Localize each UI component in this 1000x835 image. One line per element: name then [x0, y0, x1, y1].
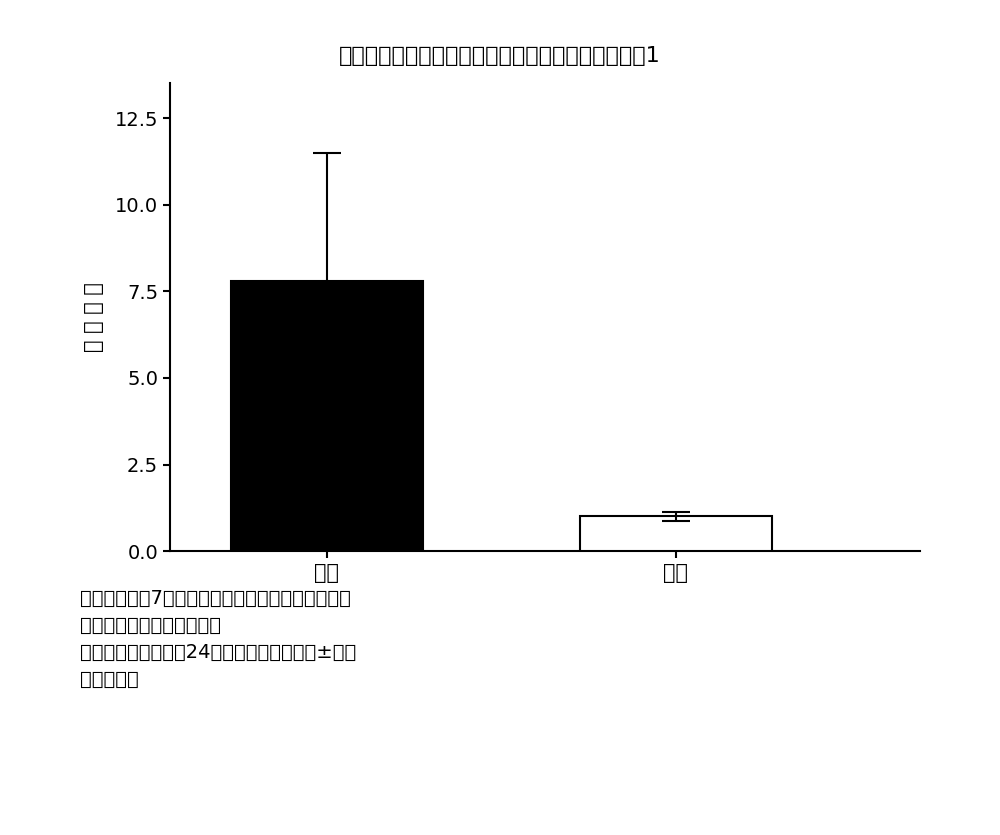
Text: 肽核酸之后第7天在大鼠的脸部神经核中的生物体内
影像化第一结合的相对强度
数据由从一只动物的24个的各个切片的平均±标准
偏差来表示: 肽核酸之后第7天在大鼠的脸部神经核中的生物体内 影像化第一结合的相对强度 数据由… — [80, 589, 356, 690]
Y-axis label: 相 对 强 度: 相 对 强 度 — [84, 282, 104, 352]
Bar — [580, 517, 772, 551]
Bar — [231, 281, 423, 551]
Text: 在细针穿刺大鼠的脸部神经核中的生物体内影像化剂1: 在细针穿刺大鼠的脸部神经核中的生物体内影像化剂1 — [339, 46, 661, 66]
